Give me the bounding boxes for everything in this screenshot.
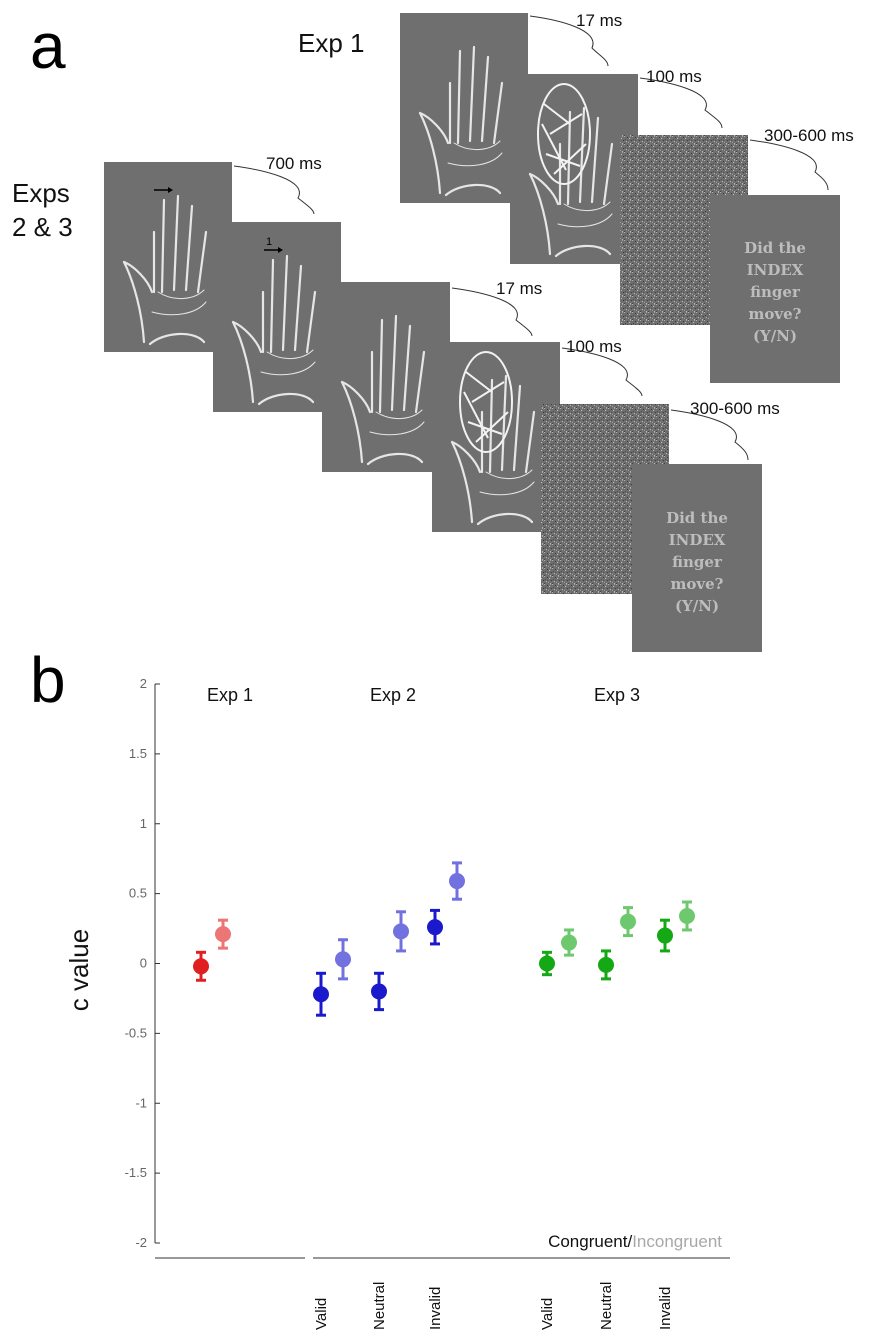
- exp1-brace-2: [639, 77, 723, 129]
- mean-point-congruent: [193, 958, 209, 975]
- y-tick-label: 2: [140, 676, 147, 691]
- exps23-timing-3: 100 ms: [566, 337, 622, 356]
- mean-point-congruent: [371, 983, 387, 1000]
- exps23-brace-3: [561, 347, 643, 397]
- legend-slash: /: [627, 1232, 632, 1251]
- y-tick-label: 1.5: [129, 746, 147, 761]
- y-tick-label: 0: [140, 956, 147, 971]
- exps23-frame-masked-hand: [432, 342, 560, 532]
- y-tick-label: -1: [135, 1095, 147, 1110]
- condition-label: Invalid: [657, 1287, 674, 1330]
- panel-a-letter: a: [30, 10, 66, 82]
- exps23-frame-cue-number: 1: [213, 222, 341, 412]
- group-title-3: Exp 3: [594, 685, 640, 705]
- mean-point-congruent: [657, 927, 673, 944]
- exps23-question-line3: finger: [672, 553, 723, 571]
- exp1-question-line5: (Y/N): [753, 327, 797, 345]
- legend-text: Congruent/Incongruent: [548, 1232, 722, 1251]
- exp1-label: Exp 1: [298, 28, 365, 58]
- cue-number: 1: [266, 236, 272, 248]
- mean-point-congruent: [598, 956, 614, 973]
- exp1-timing-1: 17 ms: [576, 11, 622, 30]
- exp1-brace-3: [749, 139, 829, 191]
- panel-b-chart: b c value 2 1.5 1 0.5 0 -0.5 -1 -1.5 -2 Exp 1 Exp …: [30, 644, 730, 1330]
- mean-point-incongruent: [679, 907, 695, 924]
- legend-incongruent: Incongruent: [632, 1232, 722, 1251]
- exps23-timing-2: 17 ms: [496, 279, 542, 298]
- group-title-1: Exp 1: [207, 685, 253, 705]
- condition-label: Valid: [313, 1298, 330, 1330]
- mean-point-incongruent: [561, 934, 577, 951]
- legend: Congruent/Incongruent: [548, 1232, 722, 1251]
- exp1-question-line2: INDEX: [747, 261, 804, 279]
- mean-point-incongruent: [215, 926, 231, 943]
- exps23-frame-hand: [322, 282, 450, 472]
- y-tick-label: -0.5: [125, 1025, 147, 1040]
- y-tick-label: 1: [140, 816, 147, 831]
- exp1-timing-2: 100 ms: [646, 67, 702, 86]
- mean-point-congruent: [313, 986, 329, 1003]
- exps23-frame-cue-arrow: [104, 162, 232, 352]
- exp1-question-line1: Did the: [744, 239, 806, 257]
- exp1-frame-question: Did the INDEX finger move? (Y/N): [710, 195, 840, 383]
- exp1-question-line3: finger: [750, 283, 801, 301]
- exps23-question-line1: Did the: [666, 509, 728, 527]
- panel-b-letter: b: [30, 644, 66, 716]
- exp1-frame-masked-hand: [510, 74, 638, 264]
- condition-label: Valid: [539, 1298, 556, 1330]
- condition-label: Invalid: [427, 1287, 444, 1330]
- mean-point-incongruent: [335, 951, 351, 968]
- exps23-label-line1: Exps: [12, 178, 70, 208]
- exp1-timing-3: 300-600 ms: [764, 126, 854, 145]
- exps23-question-line2: INDEX: [669, 531, 726, 549]
- exps23-question-line4: move?: [671, 575, 724, 593]
- condition-label: Neutral: [598, 1282, 615, 1330]
- panel-a-trial-sequence: a Exp 1 Exps 2 & 3 Did the INDEX finger …: [12, 10, 854, 652]
- exps23-frame-question: Did the INDEX finger move? (Y/N): [632, 464, 762, 652]
- exps23-timing-4: 300-600 ms: [690, 399, 780, 418]
- exps23-brace-1: [233, 165, 315, 215]
- y-tick-label: -2: [135, 1235, 147, 1250]
- legend-congruent: Congruent: [548, 1232, 628, 1251]
- exps23-label-line2: 2 & 3: [12, 212, 73, 242]
- y-axis-label: c value: [64, 929, 94, 1011]
- mean-point-incongruent: [620, 913, 636, 930]
- exps23-brace-4: [670, 409, 749, 461]
- exp1-question-line4: move?: [749, 305, 802, 323]
- exps23-timing-1: 700 ms: [266, 154, 322, 173]
- y-tick-label: -1.5: [125, 1165, 147, 1180]
- exp1-frame-hand: [400, 13, 528, 203]
- mean-point-incongruent: [393, 923, 409, 940]
- mean-point-congruent: [539, 955, 555, 972]
- plot-area: 2 1.5 1 0.5 0 -0.5 -1 -1.5 -2 Exp 1 Exp 2 Valid Neut…: [125, 676, 730, 1330]
- group-title-2: Exp 2: [370, 685, 416, 705]
- mean-point-congruent: [427, 919, 443, 936]
- y-tick-label: 0.5: [129, 886, 147, 901]
- exp1-brace-1: [529, 15, 609, 67]
- mean-point-incongruent: [449, 873, 465, 890]
- condition-label: Neutral: [371, 1282, 388, 1330]
- exps23-brace-2: [451, 287, 533, 337]
- exps23-question-line5: (Y/N): [675, 597, 719, 615]
